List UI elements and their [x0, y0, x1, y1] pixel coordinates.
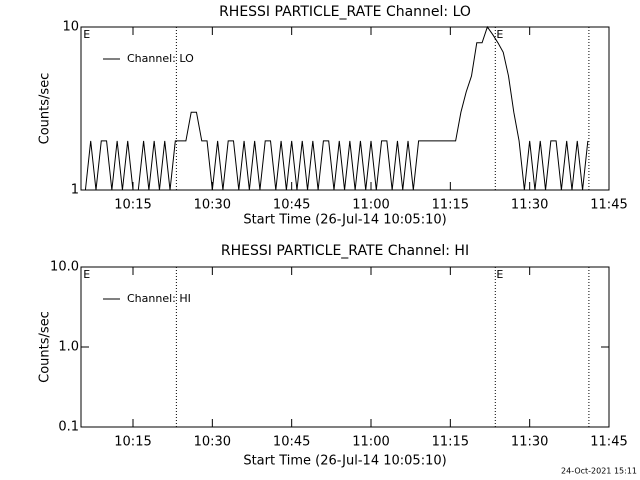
- x-tick-label: 11:45: [590, 435, 627, 450]
- x-tick-label: 11:45: [590, 198, 627, 213]
- y-tick-label: 10: [62, 20, 79, 35]
- x-tick-label: 10:45: [273, 198, 310, 213]
- y-tick-label: 0.1: [58, 420, 79, 435]
- x-tick-label: 11:30: [511, 435, 548, 450]
- x-tick-label: 10:45: [273, 435, 310, 450]
- x-tick-label: 11:15: [432, 198, 469, 213]
- x-tick-label: 10:30: [194, 435, 231, 450]
- x-tick-label: 11:00: [352, 435, 389, 450]
- x-tick-label: 11:30: [511, 198, 548, 213]
- x-tick-label: 10:15: [114, 198, 151, 213]
- legend-label: Channel: LO: [127, 52, 194, 65]
- annotation: E: [83, 28, 90, 41]
- chart-title: RHESSI PARTICLE_RATE Channel: HI: [221, 243, 469, 259]
- annotation: E: [83, 268, 90, 281]
- timestamp: 24-Oct-2021 15:11: [561, 467, 637, 476]
- y-axis-label: Counts/sec: [38, 311, 53, 383]
- x-tick-label: 10:15: [114, 435, 151, 450]
- annotation: E: [496, 268, 503, 281]
- x-axis-label: Start Time (26-Jul-14 10:05:10): [243, 213, 446, 228]
- x-tick-label: 11:00: [352, 198, 389, 213]
- annotation: E: [496, 28, 503, 41]
- y-tick-label: 1.0: [58, 340, 79, 355]
- legend-label: Channel: HI: [127, 292, 191, 305]
- plot-frame: [80, 266, 610, 428]
- data-line: [84, 25, 589, 191]
- y-tick-label: 10.0: [50, 260, 79, 275]
- x-axis-label: Start Time (26-Jul-14 10:05:10): [243, 454, 446, 469]
- y-axis-label: Counts/sec: [38, 73, 53, 145]
- x-tick-label: 11:15: [432, 435, 469, 450]
- x-tick-label: 10:30: [194, 198, 231, 213]
- chart-title: RHESSI PARTICLE_RATE Channel: LO: [219, 4, 471, 20]
- y-tick-label: 1: [71, 183, 79, 198]
